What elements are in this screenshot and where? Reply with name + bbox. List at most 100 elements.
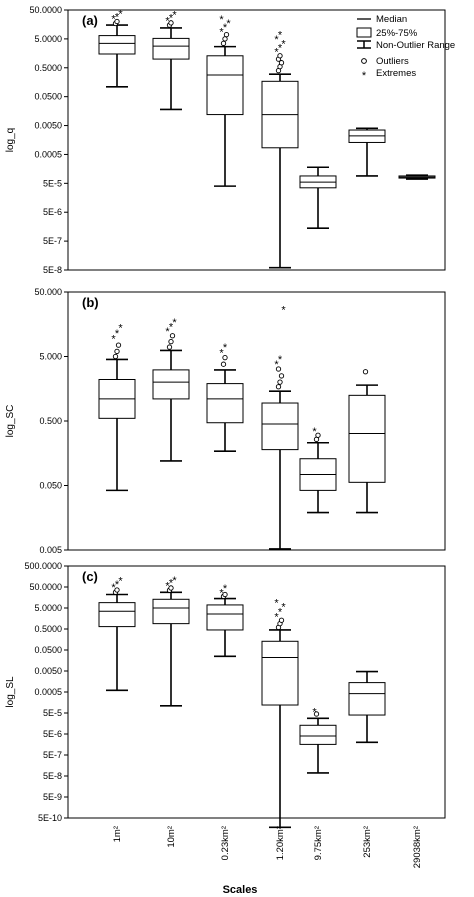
extreme-point: * xyxy=(281,38,286,50)
extreme-point: * xyxy=(111,14,116,26)
y-tick-label: 5E-5 xyxy=(43,178,62,188)
x-tick-label: 29038km² xyxy=(412,826,423,868)
extreme-point: * xyxy=(274,47,279,59)
extreme-point: * xyxy=(111,334,116,346)
outlier-point xyxy=(168,20,174,26)
box-9-75km xyxy=(299,166,337,229)
outlier-point xyxy=(114,18,120,25)
box-9-75km: * xyxy=(299,426,337,514)
y-tick-label: 0.050 xyxy=(39,481,62,491)
extreme-point: * xyxy=(278,43,283,55)
iqr-box xyxy=(206,383,244,424)
box-1m: * * * xyxy=(98,8,136,88)
extreme-point: * xyxy=(169,322,174,334)
outlier-point xyxy=(114,348,120,355)
y-axis-label: log_q xyxy=(5,128,16,152)
box-1m: * * * xyxy=(98,323,136,492)
y-tick-label: 5E-6 xyxy=(43,207,62,217)
extreme-point: * xyxy=(226,18,231,30)
x-tick-label: 253km² xyxy=(362,826,373,858)
iqr-box xyxy=(206,55,244,116)
outlier-point xyxy=(222,591,228,598)
y-tick-label: 0.0050 xyxy=(34,666,62,676)
outlier-point xyxy=(277,379,283,385)
iqr-box xyxy=(299,724,337,745)
extreme-point: * xyxy=(274,34,279,46)
extreme-point: * xyxy=(278,606,283,618)
y-tick-label: 0.0005 xyxy=(34,149,62,159)
outlier-point xyxy=(166,344,173,350)
legend-outlier-symbol xyxy=(361,58,367,64)
box-253km xyxy=(348,670,386,744)
extreme-point: * xyxy=(312,426,317,438)
extreme-point: * xyxy=(223,22,228,34)
extreme-point: * xyxy=(274,598,279,610)
extreme-point: * xyxy=(118,576,123,588)
extreme-point: * xyxy=(223,583,228,595)
y-tick-label: 5.0000 xyxy=(34,603,62,613)
legend-range-symbol xyxy=(357,40,371,49)
box-253km xyxy=(348,127,386,177)
box-1-20km: * * ** * xyxy=(261,30,299,269)
extreme-point: * xyxy=(172,9,177,21)
outlier-point xyxy=(168,585,174,591)
extreme-point: * xyxy=(223,342,228,354)
extreme-point: * xyxy=(165,15,170,27)
extreme-point: * xyxy=(281,304,286,316)
y-tick-label: 0.005 xyxy=(39,545,62,555)
extreme-point: * xyxy=(169,578,174,590)
y-tick-label: 5E-7 xyxy=(43,750,62,760)
y-tick-label: 5E-10 xyxy=(38,813,62,823)
y-tick-label: 50.000 xyxy=(34,287,62,297)
y-tick-label: 0.0500 xyxy=(34,645,62,655)
y-tick-label: 5E-5 xyxy=(43,708,62,718)
outlier-point xyxy=(277,53,283,59)
extreme-point: * xyxy=(118,8,123,20)
outlier-point xyxy=(223,32,230,38)
extreme-point: * xyxy=(115,11,120,23)
extreme-point: * xyxy=(111,582,116,594)
box-10m: * * * xyxy=(152,575,190,707)
y-tick-label: 5E-7 xyxy=(43,236,62,246)
extreme-point: * xyxy=(219,27,224,39)
iqr-box xyxy=(152,598,190,625)
y-tick-label: 5.000 xyxy=(39,352,62,362)
outlier-point xyxy=(275,384,282,390)
box-0-23km: * * xyxy=(206,342,244,453)
x-tick-label: 1.20km² xyxy=(275,826,286,860)
x-tick-label: 9.75km² xyxy=(313,826,324,860)
x-tick-label: 10m² xyxy=(166,826,177,848)
outlier-point xyxy=(220,40,227,47)
x-axis-label: Scales xyxy=(223,884,258,896)
panel-a: 50.0000 5.0000 0.5000 0.0500 0.0050 0.0005 5E-… xyxy=(5,5,446,275)
y-tick-label: 0.5000 xyxy=(34,63,62,73)
extreme-point: * xyxy=(115,579,120,591)
outlier-point xyxy=(278,373,285,379)
outlier-point xyxy=(275,366,282,372)
x-tick-label: 1m² xyxy=(112,826,123,842)
legend-median-label: Median xyxy=(376,14,407,25)
box-0-23km: * * xyxy=(206,583,244,658)
extreme-point: * xyxy=(165,326,170,338)
iqr-box xyxy=(348,682,386,716)
legend-extremes-label: Extremes xyxy=(376,68,416,79)
outlier-point xyxy=(278,617,285,623)
panel-label: (b) xyxy=(82,295,99,310)
y-tick-label: 5.0000 xyxy=(34,34,62,44)
box-1-20km: * ** xyxy=(261,304,299,550)
iqr-box xyxy=(261,402,299,451)
outlier-point xyxy=(313,711,320,717)
legend-iqr-label: 25%-75% xyxy=(376,28,418,39)
panel-label: (c) xyxy=(82,569,98,584)
outlier-point xyxy=(278,60,285,66)
extreme-point: * xyxy=(278,30,283,42)
extreme-point: * xyxy=(281,601,286,613)
y-axis-label: log_SC xyxy=(5,405,16,438)
outlier-point xyxy=(114,587,120,593)
panel-label: (a) xyxy=(82,13,98,28)
outlier-point xyxy=(112,353,119,360)
box-0-23km: * * ** xyxy=(206,14,244,187)
extreme-point: * xyxy=(312,706,317,718)
